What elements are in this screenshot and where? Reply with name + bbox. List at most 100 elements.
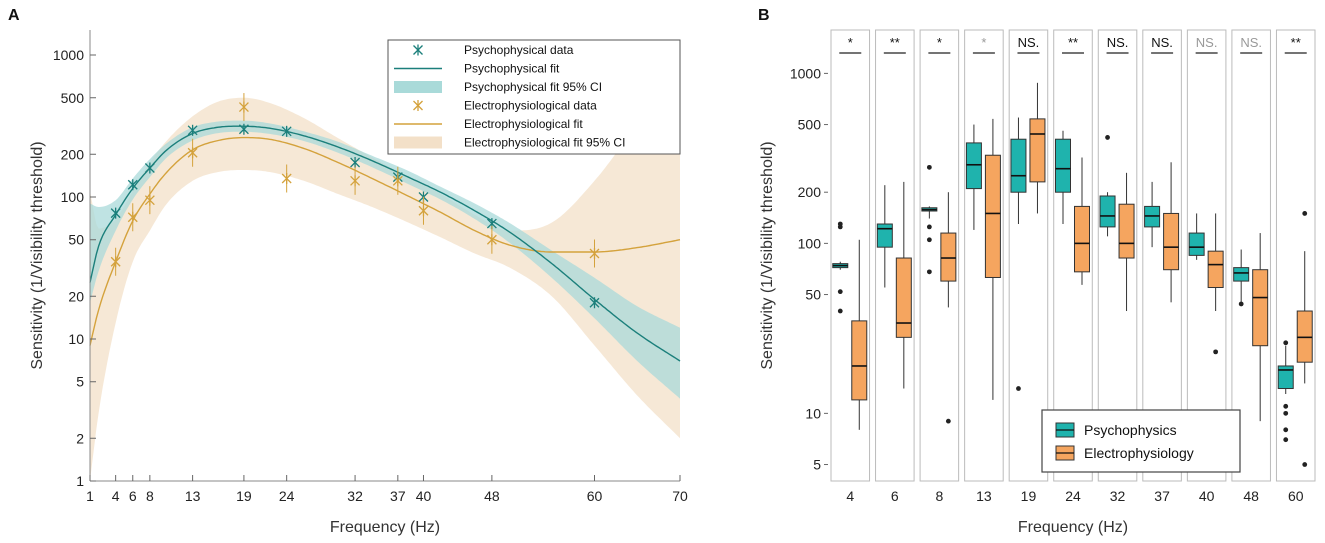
significance-label: NS. bbox=[1151, 35, 1173, 50]
panel-a-x-axis-title: Frequency (Hz) bbox=[330, 519, 440, 536]
ephys-data-point bbox=[281, 164, 292, 193]
ephys-box bbox=[895, 257, 912, 338]
psy-box bbox=[1277, 365, 1294, 390]
psy-box-outlier bbox=[926, 237, 932, 243]
panel-b-x-tick-label: 4 bbox=[846, 488, 854, 504]
legend-a-label: Electrophysiological fit 95% CI bbox=[464, 136, 625, 150]
significance-label: ** bbox=[890, 35, 900, 50]
panel-a-x-tick-label: 60 bbox=[587, 488, 603, 504]
ephys-box bbox=[1029, 118, 1046, 183]
panel-b-y-axis-title: Sensitivity (1/Visibility threshold) bbox=[759, 141, 776, 369]
panel-b-legend bbox=[1041, 409, 1241, 473]
ephys-data-point bbox=[486, 225, 497, 254]
panel-a-x-tick-label: 48 bbox=[484, 488, 500, 504]
panel-a-y-tick-label: 2 bbox=[76, 430, 84, 446]
panel-a-y-tick-label: 500 bbox=[61, 90, 85, 106]
panel-b-y-tick-label: 200 bbox=[798, 184, 822, 200]
ephys-box bbox=[851, 320, 868, 401]
legend-b-label: Electrophysiology bbox=[1084, 445, 1194, 461]
panel-a-y-tick-label: 50 bbox=[68, 232, 84, 248]
panel-a-x-tick-label: 40 bbox=[416, 488, 432, 504]
panel-b-y-tick-label: 10 bbox=[805, 405, 821, 421]
legend-a-label: Psychophysical fit bbox=[464, 62, 560, 76]
significance-label: NS. bbox=[1107, 35, 1129, 50]
legend-b-label: Psychophysics bbox=[1084, 422, 1177, 438]
panel-b-x-tick-label: 60 bbox=[1288, 488, 1304, 504]
panel-a-x-tick-label: 8 bbox=[146, 488, 154, 504]
ephys-data-point bbox=[187, 138, 198, 167]
panel-b-x-tick-label: 8 bbox=[935, 488, 943, 504]
facet-panel bbox=[1053, 29, 1093, 482]
panel-b-y-tick-label: 50 bbox=[805, 287, 821, 303]
legend-ephys-data-icon bbox=[413, 100, 423, 111]
psy-box-outlier bbox=[837, 221, 843, 227]
panel-a-y-tick-label: 100 bbox=[61, 189, 85, 205]
psy-box-outlier bbox=[926, 269, 932, 275]
ephys-data-point bbox=[144, 186, 155, 215]
ephys-box bbox=[940, 232, 957, 282]
panel-a-y-tick-label: 10 bbox=[68, 331, 84, 347]
panel-a-y-axis-title: Sensitivity (1/Visibility threshold) bbox=[29, 141, 46, 369]
legend-psy-ci-icon bbox=[394, 81, 442, 93]
legend-ephys-ci-icon bbox=[394, 136, 442, 149]
psy-box-outlier bbox=[926, 224, 932, 230]
ephys-box bbox=[1163, 212, 1180, 271]
panel-a-legend bbox=[387, 39, 681, 155]
psy-box-outlier bbox=[1016, 386, 1021, 391]
ephys-box-outlier bbox=[945, 418, 951, 424]
psy-box-outlier bbox=[1283, 427, 1289, 433]
panel-a-y-tick-label: 1000 bbox=[53, 47, 84, 63]
psy-box bbox=[965, 142, 982, 190]
ephys-fit-line bbox=[89, 136, 681, 346]
psy-box-outlier bbox=[1283, 403, 1289, 409]
panel-b-x-tick-label: 37 bbox=[1154, 488, 1170, 504]
psy-box bbox=[1099, 195, 1116, 228]
ephys-data-point bbox=[392, 166, 403, 195]
significance-label: NS. bbox=[1018, 35, 1040, 50]
panel-a-x-tick-label: 32 bbox=[347, 488, 363, 504]
facet-panel bbox=[1097, 29, 1138, 482]
panel-a-y-tick-label: 200 bbox=[61, 146, 85, 162]
ephys-data-point bbox=[127, 203, 138, 232]
facet-panel bbox=[1008, 29, 1049, 482]
panel-a-x-tick-label: 13 bbox=[185, 488, 201, 504]
psy-box bbox=[1055, 138, 1071, 193]
ephys-data-point bbox=[418, 196, 429, 225]
ephys-box-outlier bbox=[1213, 349, 1219, 355]
facet-panel bbox=[1142, 29, 1182, 482]
psy-box-outlier bbox=[1283, 340, 1289, 346]
panel-a-x-tick-label: 4 bbox=[112, 488, 120, 504]
panel-b-x-tick-label: 48 bbox=[1243, 488, 1259, 504]
ephys-box bbox=[984, 154, 1001, 278]
facet-panel bbox=[1231, 29, 1271, 482]
legend-a-label: Electrophysiological fit bbox=[464, 117, 583, 131]
panel-a-x-tick-label: 19 bbox=[236, 488, 252, 504]
panel-b-x-tick-label: 32 bbox=[1110, 488, 1126, 504]
ephys-box-outlier bbox=[1302, 462, 1308, 467]
ephys-box bbox=[1252, 269, 1269, 347]
psy-box bbox=[1188, 232, 1205, 256]
panel-a-y-tick-label: 5 bbox=[76, 374, 84, 390]
ephys-data-point bbox=[238, 93, 249, 122]
panel-a-x-tick-label: 37 bbox=[390, 488, 406, 504]
panel-b-y-tick-label: 500 bbox=[798, 117, 822, 133]
ephys-box bbox=[1074, 205, 1090, 273]
ephys-data-point bbox=[350, 166, 361, 195]
facet-panel bbox=[1186, 29, 1227, 482]
panel-a-label: A bbox=[8, 7, 20, 24]
ephys-box bbox=[1207, 250, 1224, 289]
psy-data-point bbox=[187, 124, 198, 136]
panel-b-label: B bbox=[758, 7, 770, 24]
psy-box-outlier bbox=[1105, 135, 1110, 140]
significance-label: * bbox=[848, 35, 853, 50]
facet-panel bbox=[964, 29, 1004, 482]
significance-label: ** bbox=[1068, 35, 1078, 50]
significance-label: NS. bbox=[1240, 35, 1262, 50]
panel-a-y-tick-label: 1 bbox=[76, 473, 84, 489]
legend-a-label: Electrophysiological data bbox=[464, 99, 597, 113]
ephys-box-outlier bbox=[1302, 211, 1308, 216]
ephys-data-point bbox=[589, 239, 600, 268]
psy-box-outlier bbox=[926, 164, 932, 170]
significance-label: NS. bbox=[1196, 35, 1218, 50]
